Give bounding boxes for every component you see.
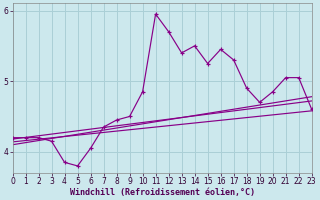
X-axis label: Windchill (Refroidissement éolien,°C): Windchill (Refroidissement éolien,°C) — [70, 188, 255, 197]
